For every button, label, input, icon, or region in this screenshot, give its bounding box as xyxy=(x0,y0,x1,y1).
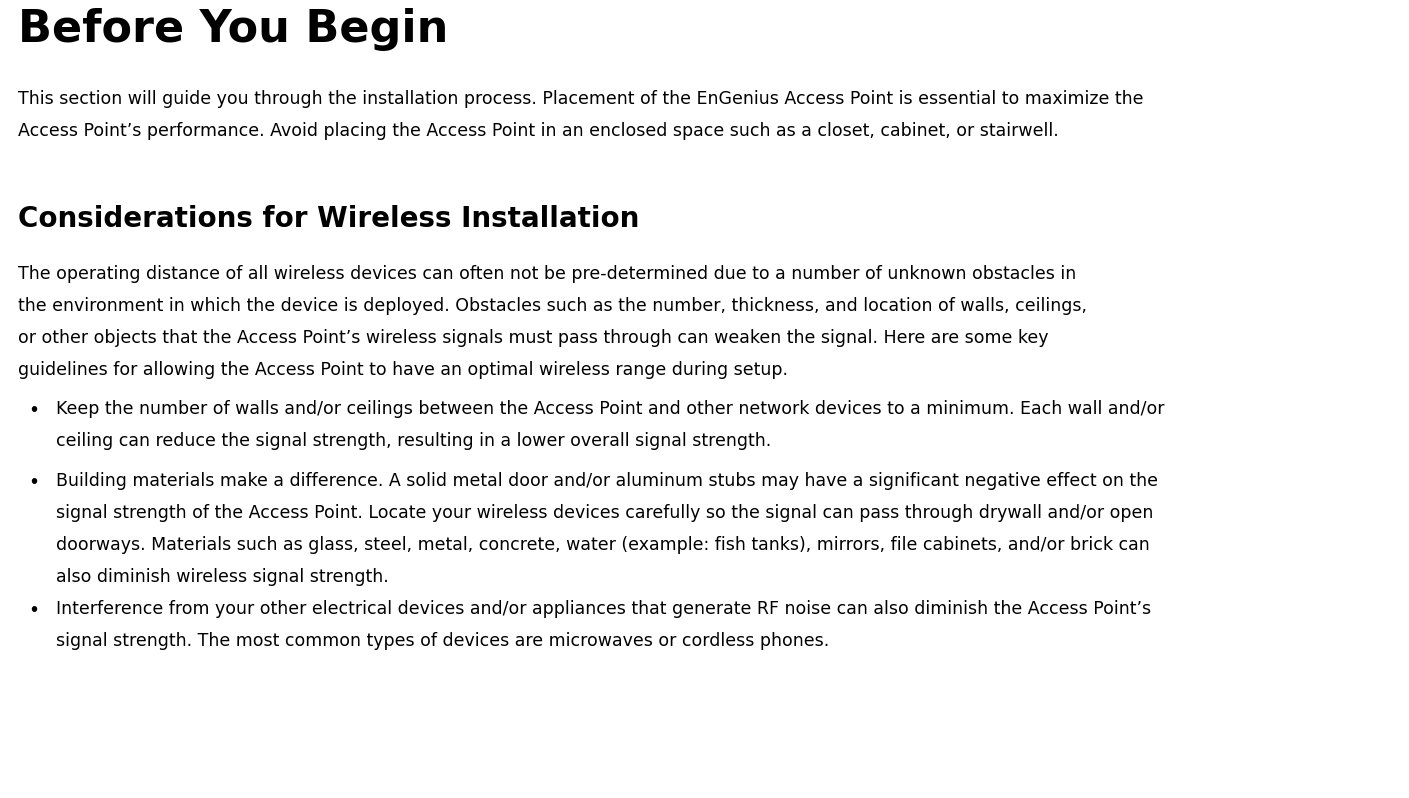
Text: Before You Begin: Before You Begin xyxy=(18,8,448,51)
Text: Keep the number of walls and/or ceilings between the Access Point and other netw: Keep the number of walls and/or ceilings… xyxy=(56,400,1164,418)
Text: Building materials make a difference. A solid metal door and/or aluminum stubs m: Building materials make a difference. A … xyxy=(56,472,1158,490)
Text: Access Point’s performance. Avoid placing the Access Point in an enclosed space : Access Point’s performance. Avoid placin… xyxy=(18,122,1058,140)
Text: This section will guide you through the installation process. Placement of the E: This section will guide you through the … xyxy=(18,90,1144,108)
Text: or other objects that the Access Point’s wireless signals must pass through can : or other objects that the Access Point’s… xyxy=(18,329,1048,347)
Text: guidelines for allowing the Access Point to have an optimal wireless range durin: guidelines for allowing the Access Point… xyxy=(18,361,788,379)
Text: signal strength of the Access Point. Locate your wireless devices carefully so t: signal strength of the Access Point. Loc… xyxy=(56,504,1154,522)
Text: •: • xyxy=(28,601,39,620)
Text: Considerations for Wireless Installation: Considerations for Wireless Installation xyxy=(18,205,640,233)
Text: The operating distance of all wireless devices can often not be pre-determined d: The operating distance of all wireless d… xyxy=(18,265,1076,283)
Text: •: • xyxy=(28,401,39,420)
Text: the environment in which the device is deployed. Obstacles such as the number, t: the environment in which the device is d… xyxy=(18,297,1086,315)
Text: •: • xyxy=(28,473,39,492)
Text: ceiling can reduce the signal strength, resulting in a lower overall signal stre: ceiling can reduce the signal strength, … xyxy=(56,432,771,450)
Text: Interference from your other electrical devices and/or appliances that generate : Interference from your other electrical … xyxy=(56,600,1151,618)
Text: doorways. Materials such as glass, steel, metal, concrete, water (example: fish : doorways. Materials such as glass, steel… xyxy=(56,536,1150,554)
Text: also diminish wireless signal strength.: also diminish wireless signal strength. xyxy=(56,568,389,586)
Text: signal strength. The most common types of devices are microwaves or cordless pho: signal strength. The most common types o… xyxy=(56,632,830,650)
